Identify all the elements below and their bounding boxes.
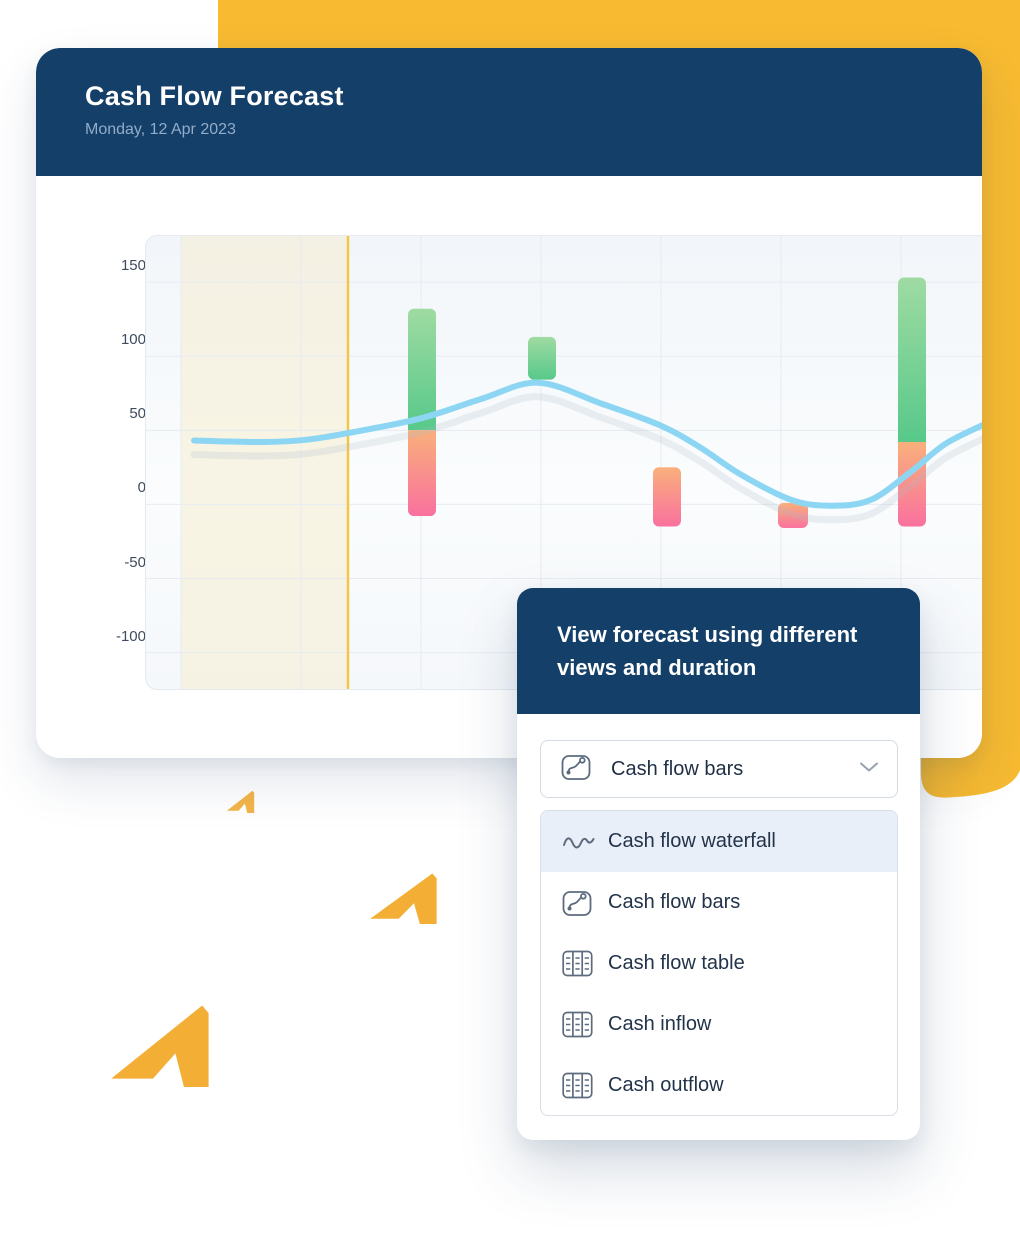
option-cash-outflow[interactable]: Cash outflow — [541, 1055, 897, 1115]
page-title: Cash Flow Forecast — [85, 81, 344, 111]
option-label: Cash flow table — [608, 952, 745, 974]
table-icon — [562, 1072, 598, 1099]
view-options-list: Cash flow waterfall Cash flow bars — [540, 810, 898, 1116]
view-select[interactable]: Cash flow bars — [540, 740, 898, 798]
wave-icon — [562, 830, 598, 854]
forecast-view-panel: View forecast using different views and … — [517, 588, 920, 1140]
forecast-date: Monday, 12 Apr 2023 — [85, 121, 236, 138]
growth-arrow-medium-icon — [370, 873, 437, 924]
table-icon — [562, 950, 598, 977]
option-cash-inflow[interactable]: Cash inflow — [541, 994, 897, 1055]
option-label: Cash flow bars — [608, 891, 741, 913]
panel-title: View forecast using different views and … — [557, 622, 858, 680]
route-icon — [562, 888, 598, 918]
panel-header: View forecast using different views and … — [517, 588, 920, 714]
option-cash-flow-bars[interactable]: Cash flow bars — [541, 872, 897, 933]
growth-arrow-large-icon — [111, 1005, 209, 1087]
chevron-down-icon — [859, 760, 879, 778]
growth-arrow-small-icon — [226, 790, 255, 813]
option-label: Cash outflow — [608, 1074, 724, 1096]
option-cash-flow-table[interactable]: Cash flow table — [541, 933, 897, 994]
y-axis-tick-label: 150 — [120, 257, 146, 275]
table-icon — [562, 1011, 598, 1038]
card-header: Cash Flow Forecast Monday, 12 Apr 2023 — [36, 48, 982, 176]
y-axis-tick-label: 0 — [137, 479, 146, 497]
option-label: Cash inflow — [608, 1013, 712, 1035]
y-axis-tick-label: -50 — [124, 553, 146, 571]
route-icon — [561, 752, 591, 787]
option-cash-flow-waterfall[interactable]: Cash flow waterfall — [541, 811, 897, 872]
y-axis-tick-label: 100 — [120, 331, 146, 349]
option-label: Cash flow waterfall — [608, 830, 776, 852]
y-axis-tick-label: 50 — [129, 405, 146, 423]
view-select-value: Cash flow bars — [611, 757, 744, 780]
y-axis-tick-label: -100 — [115, 627, 146, 645]
